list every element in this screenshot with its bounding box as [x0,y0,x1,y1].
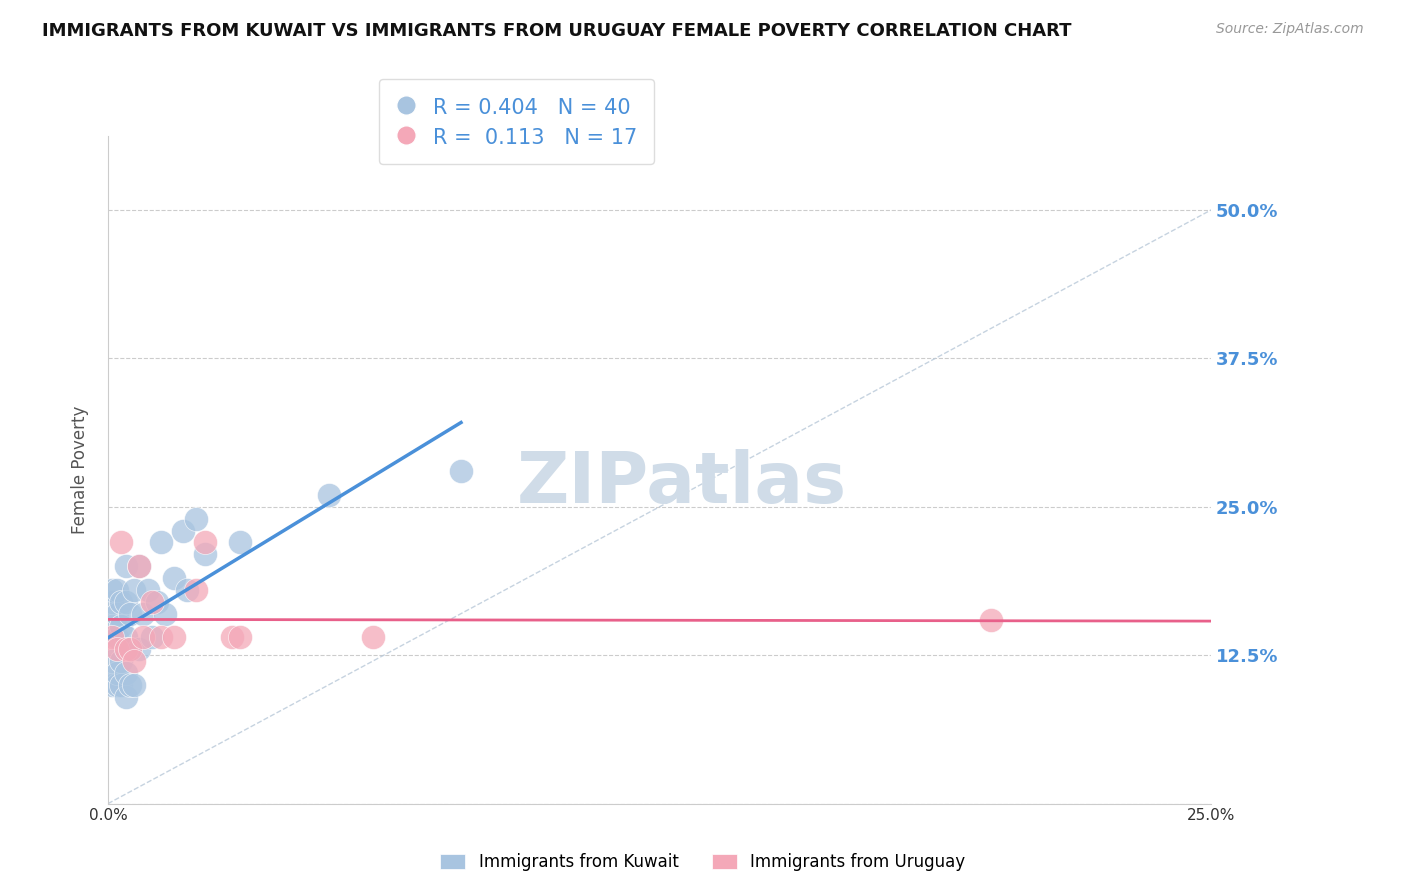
Legend: Immigrants from Kuwait, Immigrants from Uruguay: Immigrants from Kuwait, Immigrants from … [432,845,974,880]
Point [118,642,141,657]
Point [361,631,384,645]
Point [145,595,167,609]
Point [124,678,146,692]
Text: Source: ZipAtlas.com: Source: ZipAtlas.com [1216,22,1364,37]
Point [163,571,186,585]
Point [124,582,146,597]
Point [114,665,136,680]
Point [172,524,194,538]
Point [450,464,472,478]
Point [101,654,124,668]
Point [110,654,132,668]
Y-axis label: Female Poverty: Female Poverty [72,406,89,533]
Point [114,559,136,574]
Point [318,488,340,502]
Point [141,631,163,645]
Point [101,582,124,597]
Point [194,535,217,549]
Point [118,678,141,692]
Point [149,631,172,645]
Text: ZIPatlas: ZIPatlas [516,449,846,517]
Point [124,654,146,668]
Point [229,535,252,549]
Point [101,631,124,645]
Text: IMMIGRANTS FROM KUWAIT VS IMMIGRANTS FROM URUGUAY FEMALE POVERTY CORRELATION CHA: IMMIGRANTS FROM KUWAIT VS IMMIGRANTS FRO… [42,22,1071,40]
Point [105,678,128,692]
Point [136,582,159,597]
Point [110,678,132,692]
Point [128,642,150,657]
Point [149,535,172,549]
Point [128,559,150,574]
Point [101,678,124,692]
Point [105,642,128,657]
Point [101,595,124,609]
Point [128,559,150,574]
Point [141,595,163,609]
Point [229,631,252,645]
Point [105,607,128,621]
Point [114,642,136,657]
Legend: R = 0.404   N = 40, R =  0.113   N = 17: R = 0.404 N = 40, R = 0.113 N = 17 [378,79,654,164]
Point [110,535,132,549]
Point [105,665,128,680]
Point [221,631,243,645]
Point [186,582,208,597]
Point [176,582,198,597]
Point [101,618,124,632]
Point [110,595,132,609]
Point [105,631,128,645]
Point [194,547,217,561]
Point [105,582,128,597]
Point [186,511,208,525]
Point [118,642,141,657]
Point [114,595,136,609]
Point [155,607,177,621]
Point [163,631,186,645]
Point [114,690,136,704]
Point [118,607,141,621]
Point [132,607,155,621]
Point [979,613,1001,627]
Point [110,618,132,632]
Point [132,631,155,645]
Point [114,631,136,645]
